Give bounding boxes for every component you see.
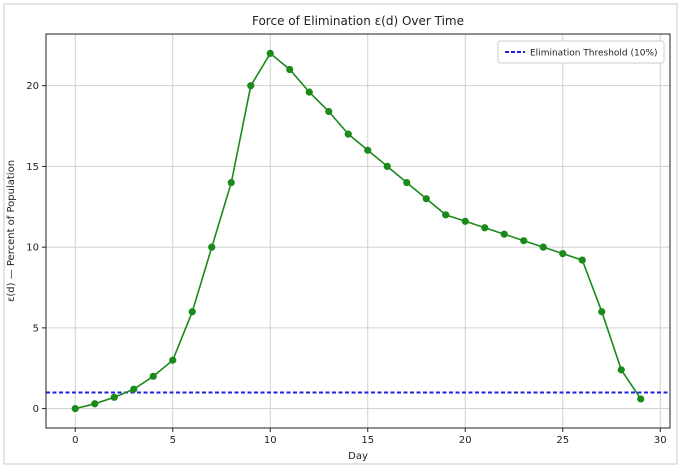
data-point [403,178,411,187]
grid [46,34,670,428]
y-tick-label: 0 [33,404,39,415]
data-point [383,162,391,171]
data-point [325,107,333,116]
data-point [286,65,294,74]
data-point [188,308,196,316]
legend-box [497,40,665,64]
data-point [305,88,313,96]
x-tick-label: 15 [361,435,374,446]
data-point [208,243,216,251]
data-point [637,395,645,403]
chart-title: Force of Elimination ε(d) Over Time [252,14,464,28]
data-point [266,49,274,57]
data-point [520,237,528,245]
x-tick-label: 0 [72,435,78,446]
data-point [539,243,547,251]
data-point [344,130,352,138]
data-point [91,400,99,408]
data-point [227,178,235,187]
data-point [422,195,430,203]
y-tick-label: 10 [26,243,39,254]
data-point [598,308,606,316]
data-point [481,224,489,232]
y-tick-label: 5 [33,323,39,334]
x-tick-label: 20 [459,435,472,446]
legend: Elimination Threshold (10%) [497,40,665,64]
data-point [169,356,177,364]
data-point [71,405,79,413]
data-point [149,372,157,380]
series-layer [71,49,645,413]
y-axis-label: ε(d) — Percent of Population [6,160,17,302]
data-point [559,250,567,258]
x-axis-label: Day [348,451,368,462]
data-point [500,230,508,238]
x-tick-label: 25 [556,435,569,446]
x-tick-label: 30 [654,435,667,446]
data-point [578,256,586,264]
data-point [130,385,138,393]
data-point [364,146,372,154]
legend-entry-threshold: Elimination Threshold (10%) [530,49,658,59]
y-tick-label: 15 [26,162,39,173]
plot-area-frame [45,33,671,429]
y-tick-label: 20 [26,81,39,92]
data-point [461,217,469,225]
image-frame [3,3,678,465]
x-tick-label: 5 [170,435,176,446]
data-point [247,82,255,90]
data-point [110,393,118,401]
x-tick-label: 10 [264,435,277,446]
data-point [442,211,450,219]
axis-ticks: 0 5 10 15 20 25 30 0 5 10 15 20 [26,81,666,446]
data-point [617,366,625,374]
